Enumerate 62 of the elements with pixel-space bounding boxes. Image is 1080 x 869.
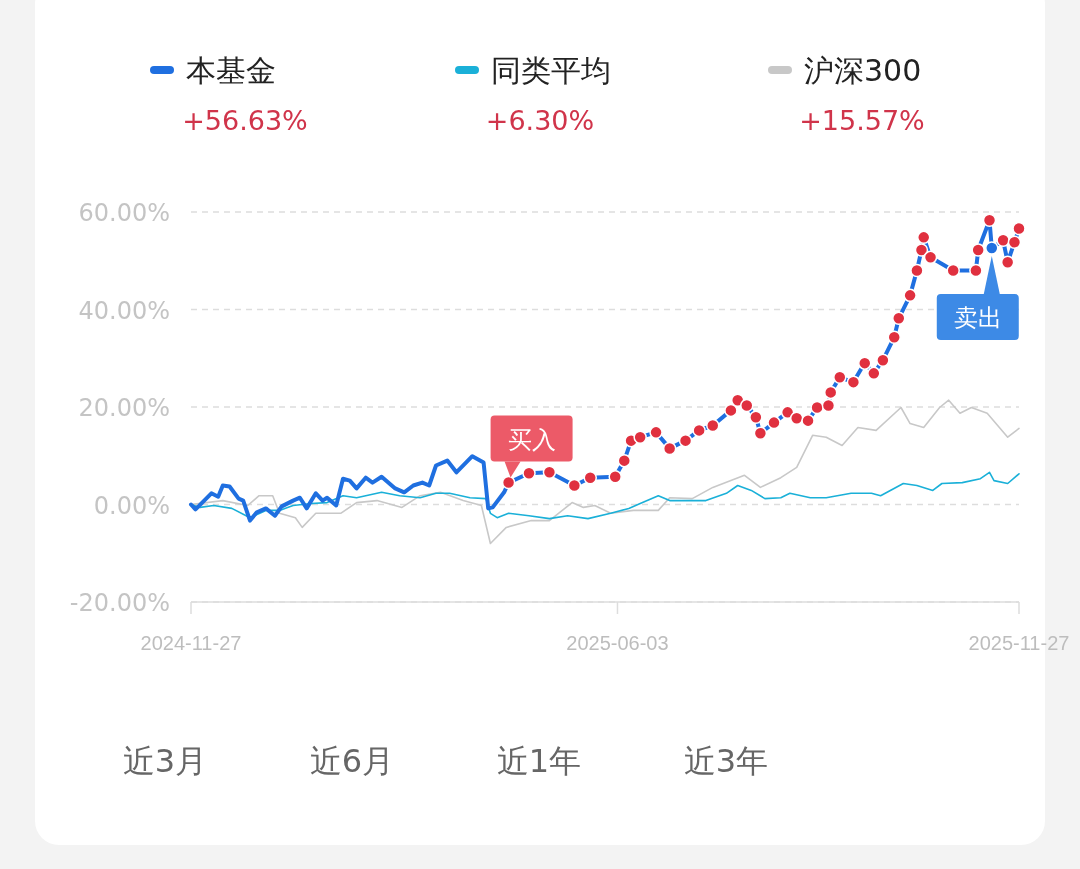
legend-value: +6.30%: [485, 105, 595, 136]
point: [985, 241, 999, 255]
point: [892, 311, 906, 326]
point: [801, 413, 815, 428]
annotation: 买入: [490, 415, 573, 478]
legend-label: 沪深300: [804, 53, 922, 88]
point: [522, 466, 536, 481]
point: [914, 243, 929, 257]
x-tick-label: 2025-11-27: [968, 632, 1070, 654]
point: [910, 263, 924, 278]
point: [1007, 235, 1022, 249]
point: [567, 478, 582, 493]
point: [810, 400, 824, 415]
point: [823, 385, 838, 400]
annotation: 卖出: [953, 304, 1002, 333]
legend-value: +15.57%: [799, 105, 925, 136]
y-tick-label: 0.00%: [93, 491, 170, 520]
point: [971, 243, 985, 257]
point: [767, 415, 781, 430]
point: [887, 330, 901, 345]
point: [876, 353, 890, 367]
point: [1012, 221, 1026, 236]
point: [740, 398, 754, 413]
point: [996, 233, 1010, 248]
legend-value: +56.63%: [182, 105, 308, 136]
annotation: 买入: [507, 425, 556, 454]
point: [649, 425, 663, 440]
point: [706, 418, 720, 433]
point: [678, 433, 693, 448]
point: [789, 411, 804, 425]
point: [916, 230, 931, 245]
point: [857, 356, 872, 370]
point: [903, 288, 917, 303]
point: [969, 263, 983, 278]
point: [749, 410, 763, 424]
point: [724, 403, 738, 418]
point: [633, 430, 647, 444]
legend-label: 本基金: [186, 53, 276, 88]
point: [608, 469, 622, 484]
point: [846, 375, 861, 389]
y-tick-label: 20.00%: [78, 394, 170, 422]
point: [867, 366, 881, 381]
x-tick-label: 2025-06-03: [566, 632, 669, 654]
point: [982, 213, 997, 228]
x-tick-label: 2024-11-27: [140, 632, 242, 654]
point: [692, 423, 706, 438]
point: [1000, 255, 1015, 269]
point: [617, 453, 632, 468]
point: [946, 263, 960, 278]
point: [753, 426, 768, 441]
point: [542, 465, 557, 480]
range-tabs: 近3月 近6月 近1年 近3年: [122, 742, 769, 780]
y-tick-label: 40.00%: [78, 296, 170, 325]
point: [662, 441, 677, 456]
point: [501, 475, 516, 490]
point: [821, 398, 836, 413]
point: [583, 470, 598, 485]
y-tick-label: 60.00%: [78, 199, 170, 227]
point: [923, 250, 938, 265]
y-tick-label: -20.00%: [69, 589, 170, 617]
legend-label: 同类平均: [491, 53, 611, 88]
point: [833, 370, 847, 385]
